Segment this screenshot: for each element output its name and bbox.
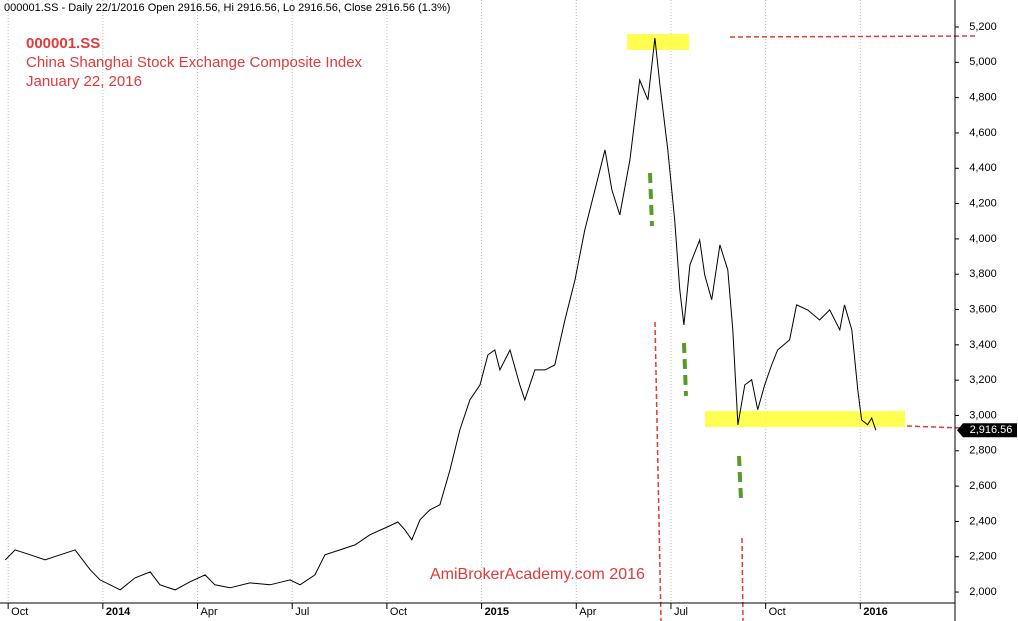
resistance-line	[729, 35, 976, 38]
y-tick-label: 4,600	[969, 127, 997, 139]
y-tick-label: 2,800	[969, 445, 997, 457]
y-tick-label: 5,200	[969, 21, 997, 33]
x-tick-label: Oct	[769, 606, 786, 618]
x-tick-label: Oct	[11, 606, 28, 618]
y-tick-label: 3,800	[969, 268, 997, 280]
y-tick-label: 4,400	[969, 162, 997, 174]
y-tick-label: 2,600	[969, 480, 997, 492]
x-tick-label: Jul	[674, 606, 688, 618]
last-price-label: 2,916.56	[970, 424, 1013, 436]
header: 000001.SS - Daily 22/1/2016 Open 2916.56…	[4, 2, 450, 14]
price-line	[4, 37, 877, 591]
y-tick-label: 2,400	[969, 515, 997, 527]
peak-highlight	[627, 34, 689, 50]
vertical-marker	[741, 537, 744, 621]
y-tick-label: 3,200	[969, 374, 997, 386]
watermark: AmiBrokerAcademy.com 2016	[430, 566, 645, 583]
support-line	[906, 425, 963, 429]
y-tick-label: 2,200	[969, 551, 997, 563]
y-tick-label: 3,400	[969, 339, 997, 351]
chart-title: 000001.SS	[26, 35, 100, 52]
x-tick-label: 2015	[485, 606, 509, 618]
y-tick-label: 3,000	[969, 409, 997, 421]
green-marker	[648, 172, 654, 227]
vertical-marker	[654, 321, 662, 621]
y-tick-label: 4,000	[969, 233, 997, 245]
y-tick-label: 2,000	[969, 586, 997, 598]
support-highlight	[705, 411, 905, 427]
y-tick-label: 5,000	[969, 56, 997, 68]
green-marker	[682, 342, 688, 397]
green-marker	[737, 455, 743, 501]
plot-layer	[4, 37, 877, 591]
y-tick-label: 4,200	[969, 197, 997, 209]
x-tick-label: Oct	[390, 606, 407, 618]
x-tick-label: 2016	[863, 606, 887, 618]
x-tick-label: 2014	[106, 606, 131, 618]
y-tick-label: 4,800	[969, 92, 997, 104]
last-price-tag	[957, 423, 1017, 438]
x-tick-label: Apr	[201, 606, 218, 618]
x-tick-label: Apr	[579, 606, 596, 618]
chart-subtitle: China Shanghai Stock Exchange Composite …	[26, 54, 363, 71]
date-label: January 22, 2016	[26, 73, 142, 90]
x-tick-label: Jul	[295, 606, 309, 618]
y-tick-label: 3,600	[969, 303, 997, 315]
